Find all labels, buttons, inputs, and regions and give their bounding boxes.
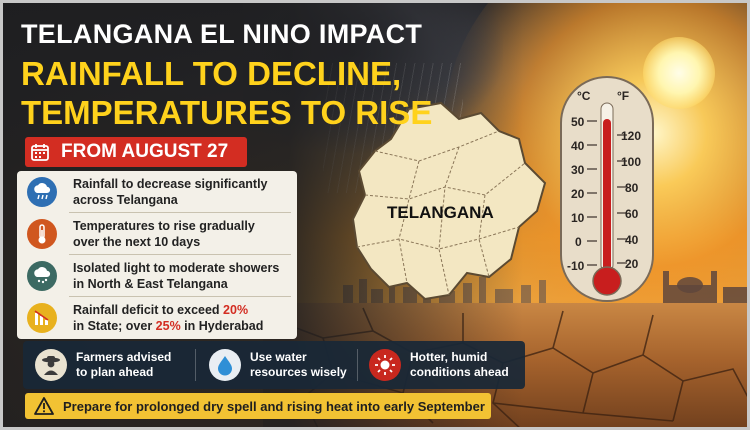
list-item: Isolated light to moderate showers in No… — [17, 255, 297, 297]
key-points-list: Rainfall to decrease significantly acros… — [17, 171, 297, 339]
rain-cloud-icon — [27, 177, 57, 207]
advice-line: resources wisely — [250, 365, 347, 379]
calendar-icon — [25, 137, 55, 167]
warning-icon — [31, 393, 57, 419]
celsius-tick: 0 — [575, 235, 582, 249]
fahrenheit-tick: 20 — [625, 257, 639, 271]
headline-line-2: RAINFALL TO DECLINE, — [21, 55, 402, 92]
farmer-icon — [35, 349, 67, 381]
advice-line: Hotter, humid — [410, 350, 488, 364]
point-line: Rainfall deficit to exceed 20% — [73, 303, 249, 317]
celsius-tick: -10 — [567, 259, 585, 273]
declining-bars-icon — [27, 303, 57, 333]
highlight-value: 20% — [223, 303, 249, 317]
advice-bar: Farmers advised to plan ahead Use water re… — [23, 341, 525, 389]
map-label: TELANGANA — [387, 203, 494, 222]
advice-item: Use water resources wisely — [209, 341, 347, 389]
celsius-unit: °C — [577, 89, 591, 103]
highlight-value: 25% — [155, 319, 181, 333]
celsius-tick: 20 — [571, 187, 585, 201]
warning-banner: Prepare for prolonged dry spell and risi… — [25, 393, 491, 419]
point-line: Rainfall to decrease significantly — [73, 177, 268, 191]
advice-line: to plan ahead — [76, 365, 154, 379]
list-item: Rainfall deficit to exceed 20% in State;… — [17, 297, 297, 339]
fahrenheit-tick: 40 — [625, 233, 639, 247]
divider — [195, 349, 196, 381]
headline-line-1: TELANGANA EL NINO IMPACT — [21, 19, 423, 49]
list-item: Rainfall to decrease significantly acros… — [17, 171, 297, 213]
fahrenheit-tick: 80 — [625, 181, 639, 195]
fahrenheit-unit: °F — [617, 89, 630, 103]
advice-item: Hotter, humid conditions ahead — [369, 341, 509, 389]
date-banner: FROM AUGUST 27 — [25, 137, 247, 167]
fahrenheit-tick: 120 — [621, 129, 642, 143]
storm-cloud-icon — [27, 261, 57, 291]
point-line: Isolated light to moderate showers — [73, 261, 280, 275]
advice-line: Use water — [250, 350, 307, 364]
fahrenheit-tick: 100 — [621, 155, 642, 169]
thermometer-icon — [27, 219, 57, 249]
divider — [69, 212, 291, 213]
fahrenheit-tick: 60 — [625, 207, 639, 221]
point-line: in State; over 25% in Hyderabad — [73, 319, 264, 333]
warning-text: Prepare for prolonged dry spell and risi… — [63, 398, 485, 414]
telangana-map — [351, 101, 547, 301]
divider — [357, 349, 358, 381]
sun-image — [643, 37, 715, 109]
divider — [69, 296, 291, 297]
thermometer-image — [560, 76, 654, 302]
date-banner-label: FROM AUGUST 27 — [61, 141, 229, 162]
point-line: across Telangana — [73, 193, 178, 207]
divider — [69, 254, 291, 255]
sun-icon — [369, 349, 401, 381]
point-line: over the next 10 days — [73, 235, 201, 249]
point-line: in North & East Telangana — [73, 277, 228, 291]
point-line: Temperatures to rise gradually — [73, 219, 255, 233]
headline-line-3: TEMPERATURES TO RISE — [21, 94, 433, 131]
water-drop-icon — [209, 349, 241, 381]
advice-item: Farmers advised to plan ahead — [35, 341, 171, 389]
celsius-tick: 40 — [571, 139, 585, 153]
advice-line: conditions ahead — [410, 365, 509, 379]
advice-line: Farmers advised — [76, 350, 172, 364]
celsius-tick: 30 — [571, 163, 585, 177]
list-item: Temperatures to rise gradually over the … — [17, 213, 297, 255]
celsius-tick: 50 — [571, 115, 585, 129]
celsius-tick: 10 — [571, 211, 585, 225]
